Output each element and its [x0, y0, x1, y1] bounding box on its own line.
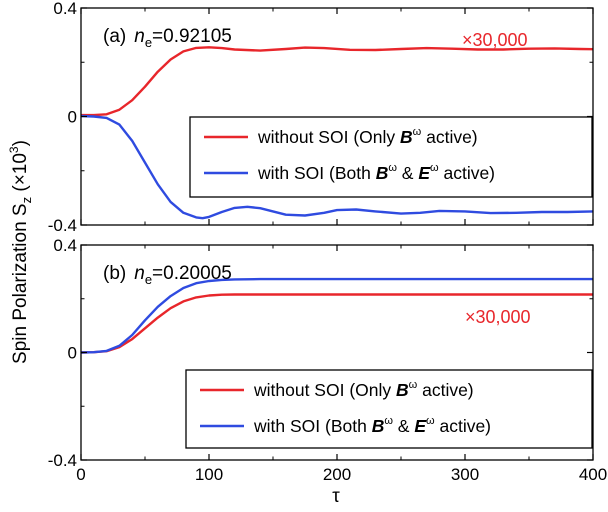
ne-subscript: e [145, 35, 152, 50]
legend-text-suffix: active) [435, 416, 491, 436]
y-tick-label: 0.4 [53, 236, 77, 255]
panel-id: (a) [103, 26, 126, 47]
legend-sup-omega: ω [426, 415, 435, 427]
panel-id: (b) [103, 263, 126, 284]
y-tick-label: -0.4 [48, 216, 77, 235]
legend-sup-omega: ω [430, 162, 439, 174]
legend-text-prefix: with SOI (Both [257, 163, 376, 183]
scale-note: ×30,000 [462, 30, 528, 50]
y-axis-label-close: ) [10, 140, 31, 146]
series-line-with-soi [80, 277, 593, 354]
y-tick-label: 0 [68, 108, 77, 127]
legend-text-prefix: without SOI (Only [257, 127, 400, 147]
legend: without SOI (Only Bω active)with SOI (Bo… [189, 116, 593, 198]
x-tick-label: 300 [451, 465, 479, 484]
series-line-without-soi [81, 46, 594, 117]
legend-sup-omega: ω [409, 379, 418, 391]
legend: without SOI (Only Bω active)with SOI (Bo… [185, 369, 593, 449]
y-axis-label-unit: (×10 [10, 153, 31, 197]
ne-symbol: n [134, 263, 145, 284]
legend-text-prefix: with SOI (Both [253, 416, 372, 436]
legend-text-suffix: active) [417, 380, 473, 400]
x-tick-label: 400 [579, 465, 607, 484]
x-tick-label: 0 [76, 465, 85, 484]
legend-symbol-b: B [400, 127, 413, 147]
legend-box [185, 369, 593, 449]
panel-label: (b) ne=0.20005 [103, 263, 232, 287]
panel-b: 0 100 200 300 400-0.400.4(b) ne=0.20005×30,00… [48, 236, 607, 484]
x-axis-label: τ [332, 486, 340, 507]
y-axis-label-sub: z [19, 197, 34, 204]
legend-box [189, 116, 593, 198]
legend-entry: without SOI (Only Bω active) [257, 126, 478, 147]
legend-symbol-b: B [372, 416, 385, 436]
legend-text-prefix: without SOI (Only [253, 380, 396, 400]
ne-symbol: n [134, 26, 145, 47]
x-tick-label: 100 [195, 465, 223, 484]
scale-note: ×30,000 [465, 307, 531, 327]
legend-text-mid: & [397, 163, 418, 183]
series-line-with-soi [80, 114, 594, 220]
legend-entry: without SOI (Only Bω active) [253, 379, 474, 400]
legend-symbol-e: E [414, 416, 427, 436]
panel-label: (a) ne=0.92105 [103, 26, 232, 50]
ne-subscript: e [145, 272, 152, 287]
legend-sup-omega: ω [413, 126, 422, 138]
legend-sup-omega: ω [384, 415, 393, 427]
ne-value: =0.92105 [152, 26, 232, 47]
legend-symbol-b: B [396, 380, 409, 400]
series-line-without-soi [80, 293, 593, 354]
x-tick-label: 200 [323, 465, 351, 484]
legend-sup-omega: ω [388, 162, 397, 174]
legend-text-mid: & [393, 416, 414, 436]
y-tick-label: -0.4 [48, 451, 77, 470]
legend-symbol-e: E [418, 163, 431, 183]
legend-symbol-b: B [376, 163, 389, 183]
legend-entry: with SOI (Both Bω & Eω active) [253, 415, 491, 436]
legend-entry: with SOI (Both Bω & Eω active) [257, 162, 495, 183]
y-axis-label-exp: 3 [7, 146, 21, 153]
ne-value: =0.20005 [152, 263, 232, 284]
y-axis-label-main: Spin Polarization S [10, 203, 31, 364]
legend-text-suffix: active) [439, 163, 495, 183]
y-tick-label: 0.4 [53, 0, 77, 18]
y-axis-label: Spin Polarization Sz (×103) [7, 140, 34, 364]
panel-a: -0.4 0 0.4 (a) ne=0.92105 ×30,000 without SOI … [48, 0, 594, 235]
y-tick-label: 0 [68, 344, 77, 363]
legend-text-suffix: active) [421, 127, 477, 147]
